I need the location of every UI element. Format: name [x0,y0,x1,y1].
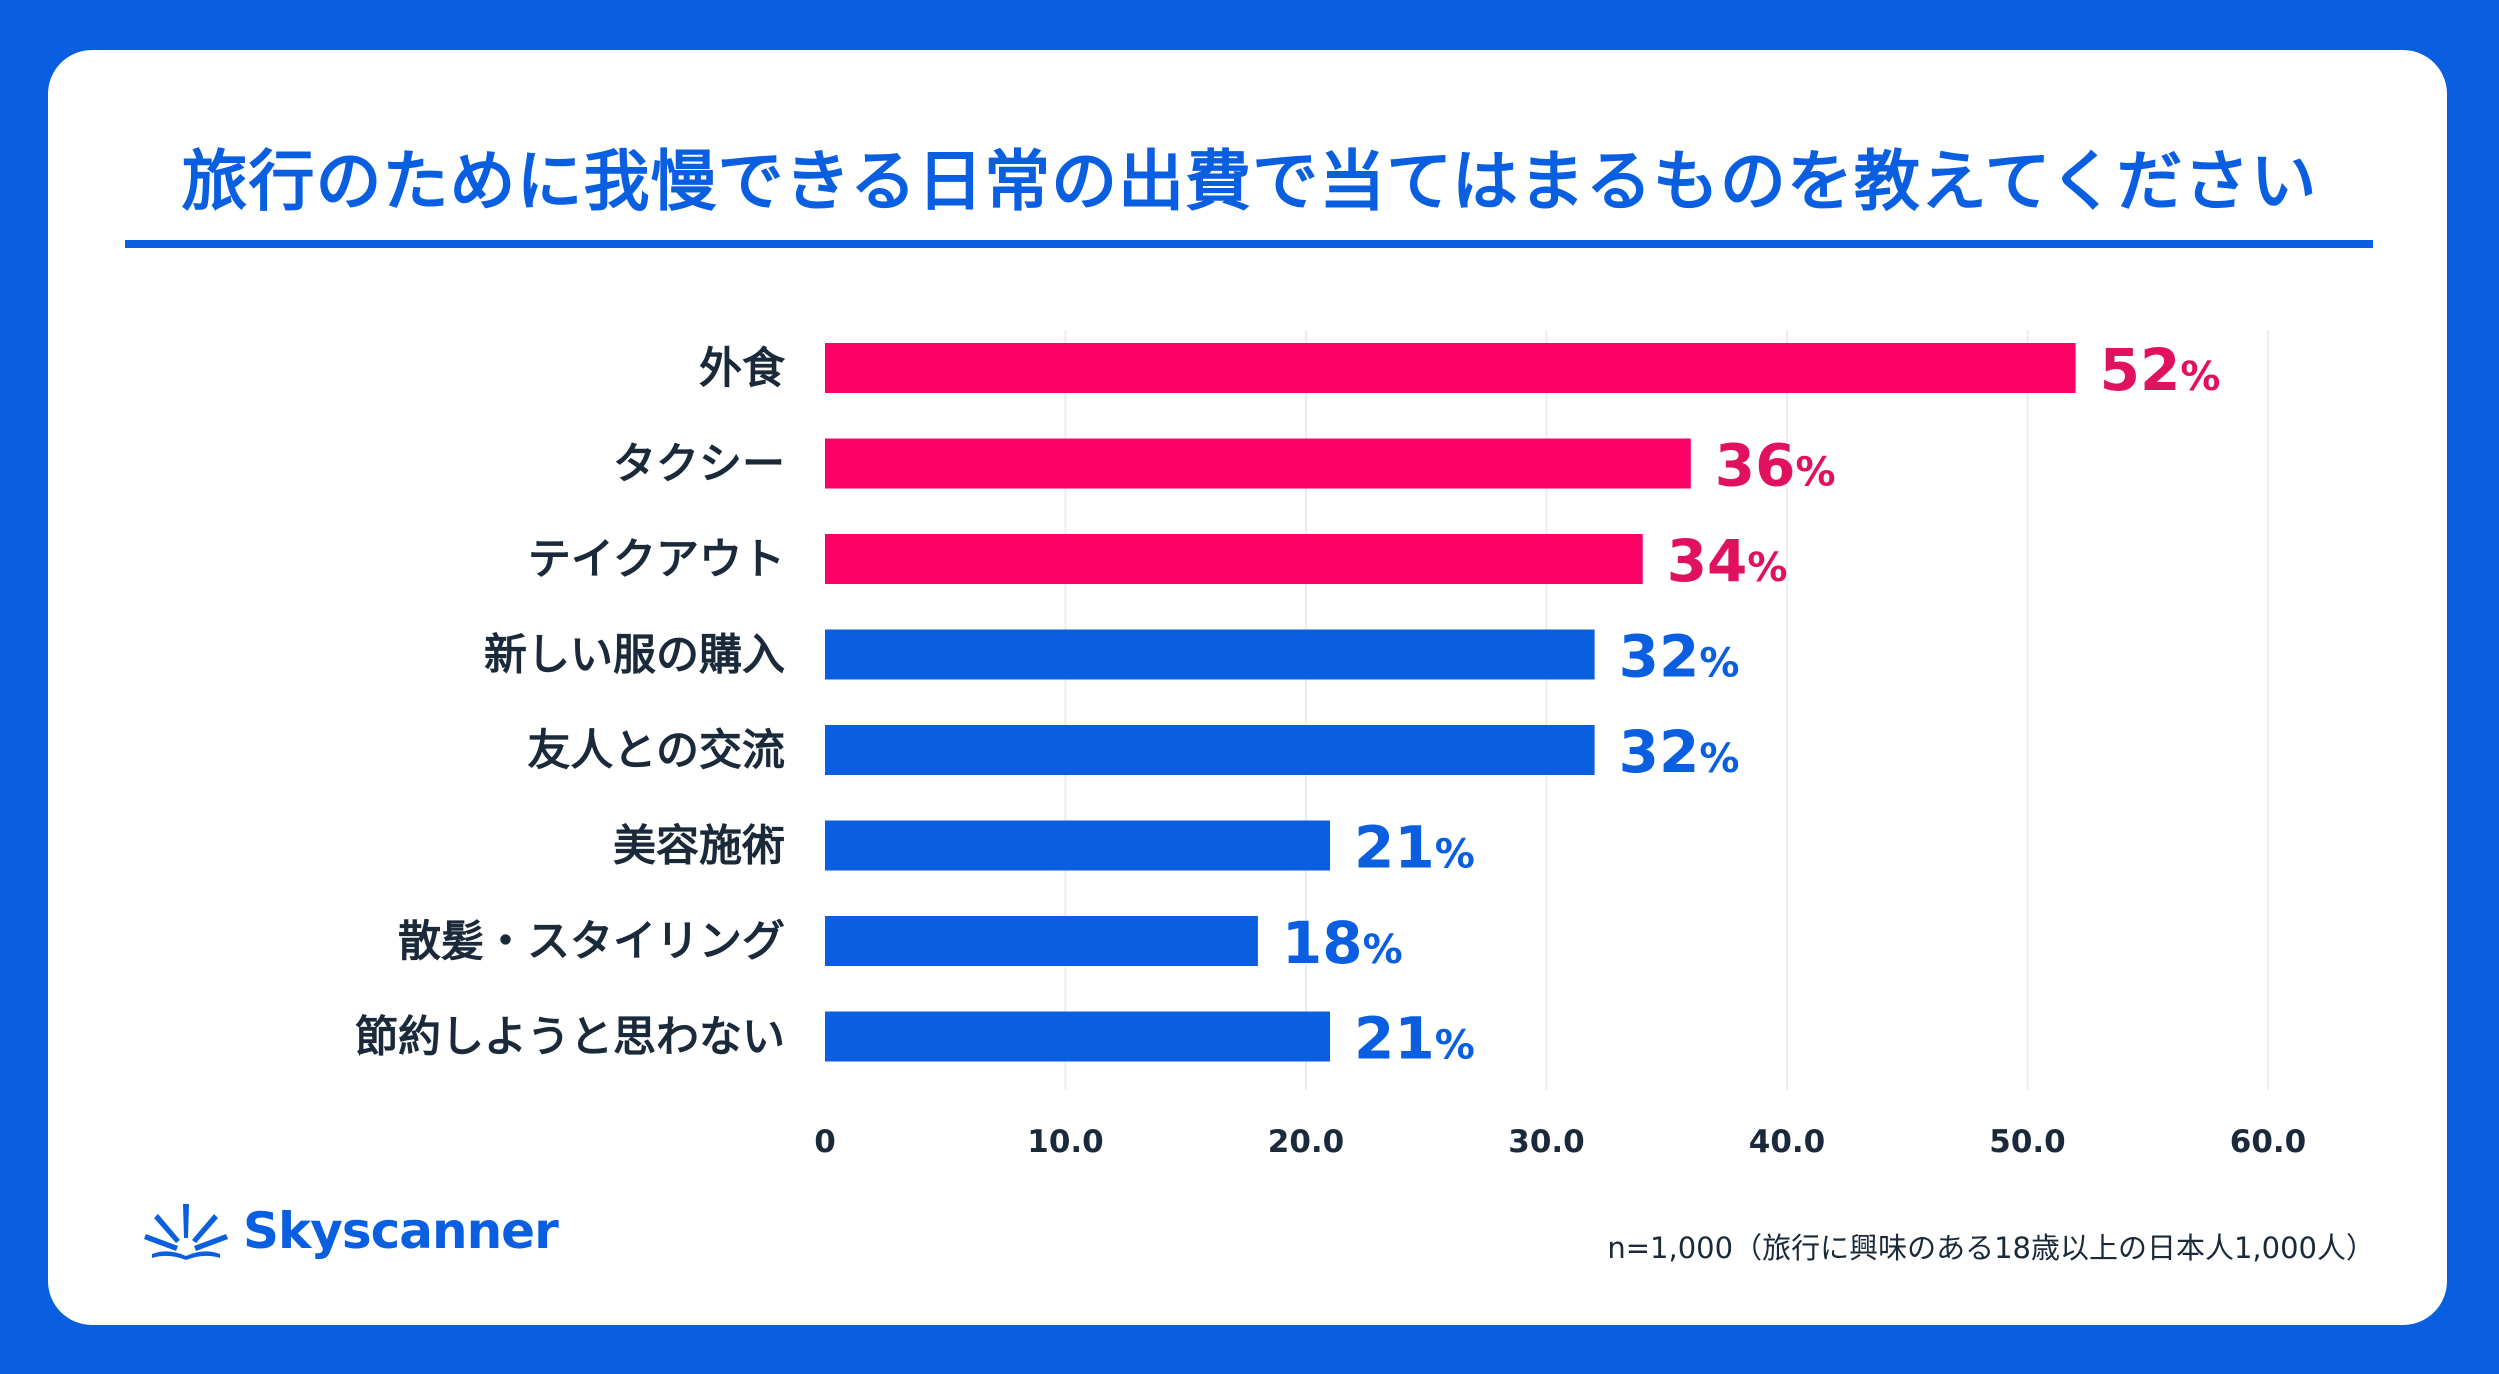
x-tick-label: 30.0 [1508,1124,1585,1160]
bar [825,343,2076,393]
page-title: 旅行のために我慢できる日常の出費で当てはまるものを教えてください [181,143,2318,220]
category-label: テイクアウト [528,535,785,585]
sample-footnote: n=1,000（旅行に興味のある18歳以上の日本人1,000人） [1607,1231,2375,1265]
data-label: 52% [2100,336,2221,404]
data-label: 21% [1354,1005,1475,1073]
data-label: 32% [1619,623,1740,691]
bar [825,916,1258,966]
category-label: 節約しようと思わない [355,1013,785,1063]
category-label: 友人との交流 [527,726,785,776]
title-divider [125,240,2373,248]
data-label: 36% [1715,432,1836,500]
bar [825,725,1595,775]
bar [825,438,1691,489]
data-label: 18% [1282,909,1403,977]
category-label: タクシー [613,440,785,490]
category-label: 散髪・スタイリング [398,917,785,967]
bar [825,1011,1331,1062]
brand-name: Skyscanner [243,1202,559,1260]
x-tick-label: 60.0 [2230,1124,2307,1160]
bar [825,534,1643,584]
skyscanner-logo: Skyscanner [138,1200,578,1270]
x-tick-label: 10.0 [1027,1124,1104,1160]
sunrise-icon [144,1204,228,1260]
x-tick-label: 0 [814,1124,836,1160]
bar [825,820,1331,871]
category-label: 美容施術 [613,822,785,872]
category-label: 外食 [699,344,786,394]
x-tick-label: 40.0 [1749,1124,1826,1160]
data-label: 21% [1354,814,1475,882]
x-tick-label: 50.0 [1989,1124,2066,1160]
bar [825,629,1595,680]
x-tick-label: 20.0 [1268,1124,1345,1160]
data-label: 34% [1667,527,1788,595]
category-label: 新しい服の購入 [484,631,785,681]
chart-card [48,50,2447,1325]
data-label: 32% [1619,718,1740,786]
